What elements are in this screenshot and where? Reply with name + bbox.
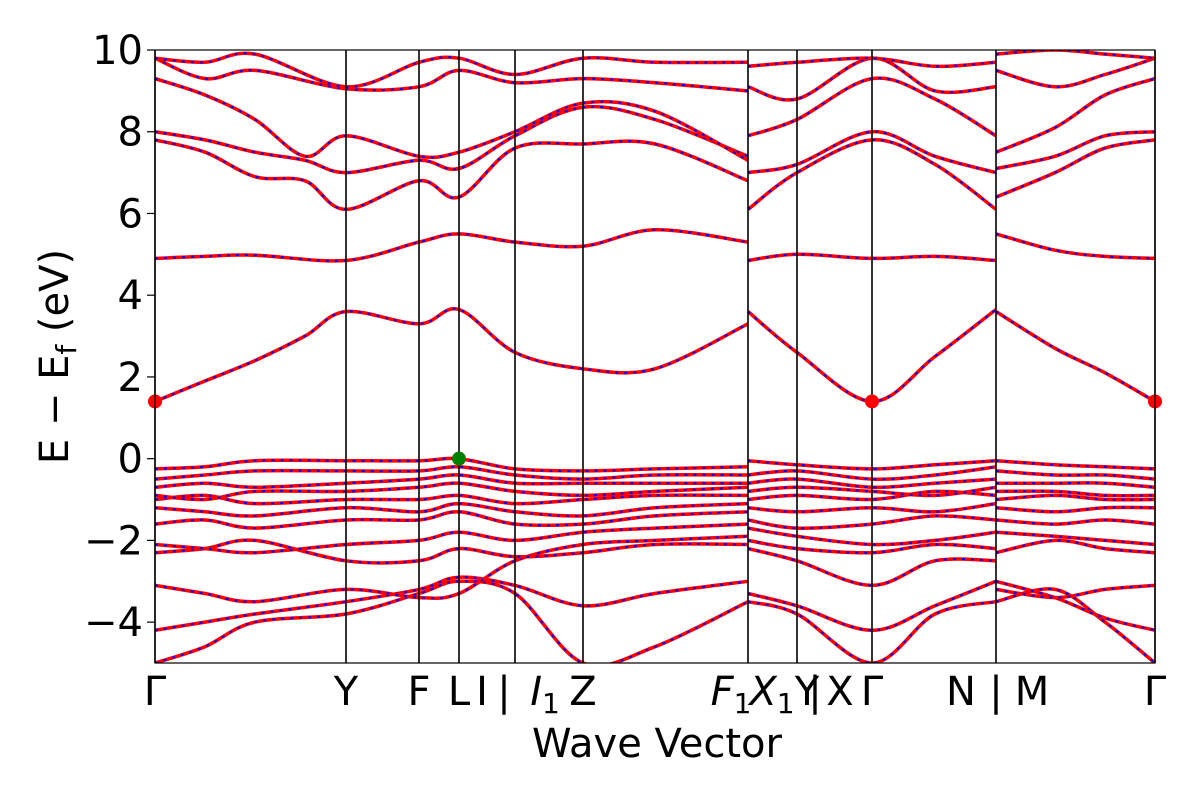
cbm-marker-1 [865,394,879,409]
plot-frame [154,49,1156,664]
band-5-segment-0-dashed [155,510,749,530]
band-0-segment-0-dashed [155,580,749,663]
band-9-segment-0 [155,473,748,490]
x-tick-label-7: Z [569,669,596,715]
band-2-segment-2 [995,583,1155,600]
y-axis-label-subscript: f [50,344,83,355]
band-8-segment-2-dashed [995,490,1155,497]
kpath-lines [154,50,1156,663]
band-13-segment-0 [155,228,749,263]
band-18-segment-2-dashed [995,50,1155,60]
x-tick-label-2: F [407,669,430,715]
band-13-segment-0-dashed [155,228,749,262]
band-4-segment-0-dashed [155,523,749,554]
band-12-segment-0-dashed [155,307,749,403]
band-14-segment-1-dashed [747,138,997,211]
x-tick-label-5: | [497,669,510,715]
band-17-segment-2-dashed [995,57,1155,88]
y-tick-label-1: −2 [84,518,143,564]
band-16-segment-2-dashed [995,77,1155,154]
band-15-segment-0-dashed [155,105,749,174]
band-7-segment-2-dashed [995,494,1155,501]
band-15-segment-1-dashed [747,130,997,174]
y-tick-label-0: −4 [84,600,143,646]
x-tick-label-0: Γ [144,669,167,715]
band-1-segment-0-dashed [155,576,749,632]
x-tick-label-6: I1 [530,669,560,720]
band-13-segment-2-dashed [995,232,1155,260]
band-10-segment-0 [155,465,749,481]
extrema-markers [148,394,1162,466]
x-tick-label-16: M [1015,669,1050,715]
band-17-segment-0 [155,56,749,93]
x-tick-label-13: Γ [861,669,884,715]
band-3-segment-2-dashed [995,539,1155,554]
band-6-segment-2-dashed [995,506,1155,513]
band-9-segment-0-dashed [155,473,748,489]
x-tick-label-9: X1 [747,669,794,720]
band-12-segment-2-dashed [995,310,1155,403]
band-1-segment-0 [155,575,749,633]
x-tick-label-12: X [826,669,853,715]
band-11-segment-0 [155,456,749,473]
band-10-segment-2-dashed [995,469,1155,481]
band-14-segment-0-dashed [155,138,749,211]
band-15-segment-2 [995,129,1155,171]
band-1-segment-1-dashed [747,580,997,632]
band-0-segment-1-dashed [747,600,997,663]
band-9-segment-2-dashed [995,481,1155,489]
x-tick-label-15: | [989,669,1002,715]
band-6-segment-0-dashed [155,502,749,518]
x-tick-label-14: N [946,669,976,715]
x-tick-label-3: L [448,669,471,715]
band-3-segment-0 [155,538,749,565]
band-1-segment-2-dashed [995,580,1155,632]
x-tick-label-1: Y [333,669,359,715]
x-tick-label-17: Γ [1144,669,1167,715]
bands-layer [155,50,1155,663]
band-8-segment-0-dashed [155,482,749,501]
y-ticks: −4 −2 0 2 4 6 8 10 [84,28,155,646]
band-7-segment-0-dashed [155,494,749,505]
y-tick-label-6: 8 [118,110,143,156]
band-4-segment-2-dashed [995,531,1155,546]
x-tick-label-8: F1 [711,669,752,720]
x-tick-label-10: Y [794,669,820,715]
y-tick-label-3: 2 [118,355,143,401]
band-18-segment-0-dashed [155,52,749,88]
y-tick-label-7: 10 [92,28,143,74]
x-tick-label-11: | [808,669,821,715]
y-tick-label-4: 4 [118,273,143,319]
y-tick-label-5: 6 [118,191,143,237]
band-17-segment-2 [995,56,1155,89]
band-15-segment-0 [155,104,749,175]
vbm-marker-0 [452,451,466,466]
band-5-segment-2-dashed [995,518,1155,526]
band-12-segment-0 [155,306,749,404]
y-tick-label-2: 0 [118,437,143,483]
band-2-segment-0-dashed [155,535,749,603]
x-tick-label-4: I [476,669,488,715]
band-13-segment-2 [995,232,1155,261]
y-axis-label: E − Ef (eV) [32,249,83,464]
y-axis-label-main: E − E [32,355,78,465]
x-axis-label: Wave Vector [532,721,783,767]
y-axis-label-unit: (eV) [32,249,78,345]
band-16-segment-0-dashed [155,77,749,162]
band-14-segment-2-dashed [995,138,1155,199]
band-11-segment-2-dashed [995,459,1155,470]
